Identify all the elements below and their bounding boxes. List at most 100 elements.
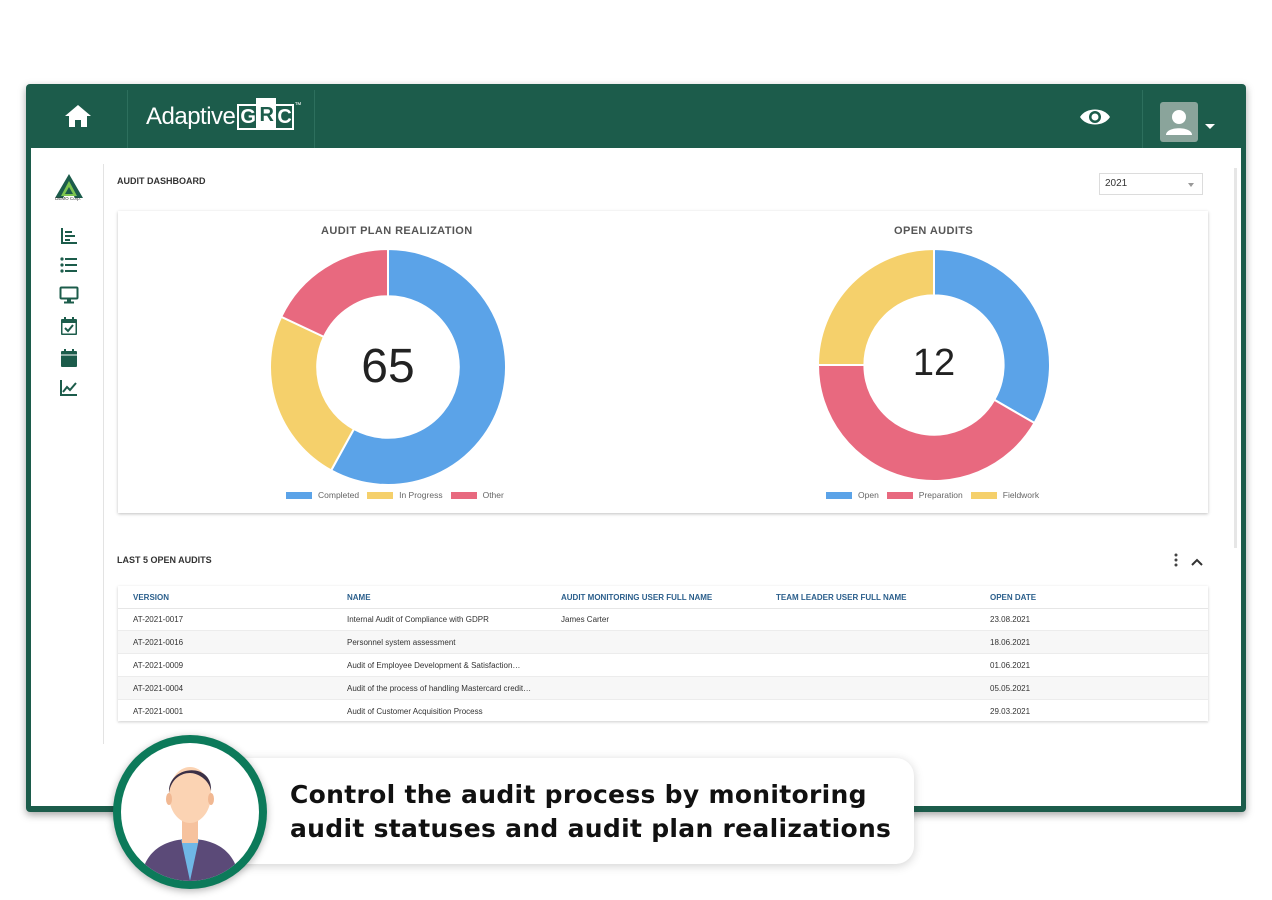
year-select-value: 2021 — [1105, 178, 1128, 189]
avatar-illustration — [121, 743, 259, 881]
table-cell: Internal Audit of Compliance with GDPR — [347, 615, 489, 624]
company-logo — [55, 174, 83, 198]
chart-center-value: 65 — [361, 340, 415, 393]
table-cell: 29.03.2021 — [990, 707, 1031, 716]
legend-swatch — [367, 491, 394, 499]
monitor-icon — [59, 286, 79, 304]
scrollbar[interactable] — [1234, 168, 1237, 548]
logo-letter: R — [256, 98, 277, 130]
logo-grc: G R C — [237, 98, 295, 130]
chart-title: OPEN AUDITS — [894, 225, 974, 237]
table-cell: AT-2021-0004 — [133, 684, 184, 693]
charts-card: AUDIT PLAN REALIZATION 65 Completed In Pr… — [118, 211, 1208, 513]
sidebar-item-analytics[interactable] — [59, 378, 79, 398]
table-cell: AT-2021-0017 — [133, 615, 184, 624]
sidebar-item-reports[interactable] — [59, 226, 79, 246]
donut-slice-open[interactable] — [933, 247, 1051, 425]
legend-item[interactable]: Fieldwork — [970, 490, 1040, 500]
table-row[interactable]: AT-2021-0017 Internal Audit of Complianc… — [118, 608, 1208, 631]
chart-legend: Open Preparation Fieldwork — [826, 490, 1047, 500]
callout-line: Control the audit process by monitoring — [290, 780, 867, 809]
column-header[interactable]: OPEN DATE — [990, 593, 1037, 602]
collapse-button[interactable] — [1190, 555, 1204, 567]
legend-label: Other — [482, 490, 504, 500]
column-header[interactable]: VERSION — [133, 593, 170, 602]
home-button[interactable] — [56, 102, 100, 130]
legend-swatch — [886, 491, 913, 499]
chevron-down-icon — [1188, 183, 1194, 187]
donut-slice-completed[interactable] — [329, 247, 507, 486]
table-row[interactable]: AT-2021-0004 Audit of the process of han… — [118, 677, 1208, 700]
table-cell: AT-2021-0016 — [133, 638, 184, 647]
column-header[interactable]: NAME — [347, 593, 371, 602]
legend-item[interactable]: In Progress — [367, 490, 443, 500]
legend-swatch — [450, 491, 477, 499]
kebab-menu-icon — [1174, 553, 1178, 567]
main-content: DEMO Corp. — [31, 148, 1241, 806]
calendar-icon — [61, 349, 77, 367]
table-row[interactable]: AT-2021-0016 Personnel system assessment… — [118, 631, 1208, 654]
legend-swatch — [826, 491, 852, 499]
legend-label: In Progress — [399, 490, 443, 500]
app-window: Adaptive G R C ™ — [26, 84, 1246, 812]
legend-item[interactable]: Preparation — [886, 490, 963, 500]
table-cell: 01.06.2021 — [990, 661, 1031, 670]
table-row[interactable]: AT-2021-0001 Audit of Customer Acquisiti… — [118, 700, 1208, 723]
user-menu-caret[interactable] — [1204, 118, 1216, 129]
divider — [314, 90, 315, 148]
section-title: LAST 5 OPEN AUDITS — [117, 555, 212, 565]
audit-plan-donut-chart — [269, 247, 507, 486]
line-chart-icon — [60, 380, 77, 396]
sidebar-item-list[interactable] — [59, 255, 79, 275]
page-title: AUDIT DASHBOARD — [117, 176, 206, 186]
chart-center-value: 12 — [912, 342, 956, 384]
sidebar-divider — [103, 164, 104, 744]
chart-title: AUDIT PLAN REALIZATION — [321, 225, 473, 237]
legend-label: Fieldwork — [1002, 490, 1040, 500]
column-header[interactable]: AUDIT MONITORING USER FULL NAME — [561, 593, 713, 602]
table-row[interactable]: AT-2021-0009 Audit of Employee Developme… — [118, 654, 1208, 677]
top-bar: Adaptive G R C ™ — [26, 84, 1246, 148]
table-header: VERSION NAME AUDIT MONITORING USER FULL … — [118, 586, 1208, 609]
sidebar-item-calendar[interactable] — [59, 348, 79, 368]
column-header[interactable]: TEAM LEADER USER FULL NAME — [776, 593, 907, 602]
audits-table: VERSION NAME AUDIT MONITORING USER FULL … — [118, 586, 1208, 723]
legend-item[interactable]: Open — [826, 490, 879, 500]
legend-label: Preparation — [918, 490, 963, 500]
table-cell: AT-2021-0009 — [133, 661, 184, 670]
legend-swatch — [286, 491, 312, 499]
logo-letter: C — [274, 104, 295, 130]
user-avatar-button[interactable] — [1160, 102, 1198, 142]
legend-label: Completed — [318, 490, 360, 500]
legend-item[interactable]: Completed — [286, 490, 359, 500]
donut-slice-fieldwork[interactable] — [816, 247, 935, 366]
callout-line: audit statuses and audit plan realizatio… — [290, 814, 892, 843]
logo-text: Adaptive — [146, 103, 236, 130]
bar-chart-icon — [61, 228, 77, 244]
more-options-button[interactable] — [1169, 552, 1183, 568]
preview-button[interactable] — [1078, 104, 1112, 130]
table-cell: Audit of Customer Acquisition Process — [347, 707, 483, 716]
user-icon — [1166, 110, 1192, 135]
sidebar-item-tasks[interactable] — [59, 316, 79, 336]
legend-item[interactable]: Other — [450, 490, 504, 500]
list-icon — [60, 257, 77, 273]
calendar-check-icon — [61, 317, 77, 335]
table-cell: Audit of Employee Development & Satisfac… — [347, 661, 521, 670]
logo-trademark: ™ — [294, 102, 301, 109]
donut-slice-preparation[interactable] — [816, 364, 1036, 482]
company-name: DEMO Corp. — [55, 196, 81, 201]
person-avatar — [113, 735, 267, 889]
legend-swatch — [970, 491, 997, 499]
logo-letter: G — [237, 104, 259, 130]
app-logo[interactable]: Adaptive G R C ™ — [146, 98, 301, 134]
sidebar-item-monitor[interactable] — [59, 285, 79, 305]
chevron-up-icon — [1191, 558, 1203, 566]
legend-label: Open — [858, 490, 879, 500]
open-audits-donut-chart — [816, 247, 1051, 482]
donut-slice-other[interactable] — [279, 247, 389, 339]
year-select[interactable]: 2021 — [1099, 173, 1203, 195]
table-cell: AT-2021-0001 — [133, 707, 184, 716]
chart-legend: Completed In Progress Other — [286, 490, 512, 500]
sidebar: DEMO Corp. — [31, 148, 103, 748]
